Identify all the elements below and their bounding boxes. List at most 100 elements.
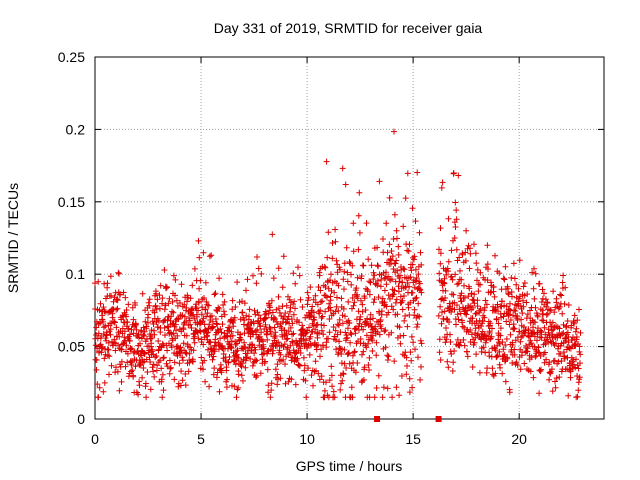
data-point: [115, 342, 122, 349]
data-point: [453, 321, 459, 328]
data-point: [365, 362, 372, 368]
data-point: [378, 308, 385, 315]
data-point: [490, 283, 497, 290]
data-point: [135, 334, 142, 341]
data-point: [114, 305, 121, 312]
data-point: [253, 374, 259, 381]
data-point: [247, 355, 254, 362]
data-point: [198, 311, 205, 318]
data-point: [559, 310, 566, 317]
data-point: [572, 328, 579, 335]
data-point: [513, 294, 520, 301]
data-point: [517, 366, 524, 373]
data-point: [467, 245, 473, 252]
data-point: [283, 302, 290, 309]
data-point: [122, 294, 129, 301]
data-point: [128, 368, 135, 375]
data-point: [319, 298, 326, 305]
x-tick-label: 0: [91, 431, 99, 447]
data-point: [107, 326, 114, 333]
data-point: [244, 322, 251, 329]
data-point: [457, 267, 463, 274]
data-point: [344, 269, 351, 276]
data-point: [188, 306, 195, 313]
data-point: [374, 262, 381, 269]
data-point: [348, 384, 355, 391]
data-point: [125, 325, 132, 332]
data-point: [314, 334, 321, 341]
data-point: [292, 350, 299, 357]
data-point: [378, 325, 385, 332]
data-point: [169, 298, 176, 305]
data-point: [328, 271, 334, 278]
data-point: [497, 332, 504, 339]
data-point: [327, 307, 334, 314]
data-point: [500, 346, 507, 353]
data-point: [101, 379, 108, 386]
data-point: [530, 374, 537, 381]
data-point: [144, 369, 151, 375]
data-point: [549, 366, 555, 373]
data-point: [448, 351, 455, 357]
x-tick-label: 15: [405, 431, 421, 447]
data-point: [93, 357, 100, 363]
data-point: [324, 254, 331, 261]
data-point: [95, 394, 102, 401]
data-point: [366, 367, 372, 373]
data-point: [216, 275, 223, 282]
data-point: [181, 301, 188, 308]
data-point: [332, 238, 339, 245]
data-point: [383, 303, 390, 310]
data-point: [518, 316, 525, 323]
data-point: [321, 387, 328, 394]
data-point: [135, 391, 142, 398]
data-point: [111, 319, 118, 326]
data-point: [520, 283, 527, 290]
data-point: [286, 308, 293, 315]
data-point: [443, 325, 449, 331]
data-point: [179, 377, 186, 384]
data-point: [482, 297, 489, 304]
data-point: [436, 349, 443, 356]
data-point: [160, 387, 167, 394]
data-point: [477, 306, 484, 312]
data-point: [415, 271, 422, 278]
data-point: [390, 306, 397, 313]
data-point: [406, 375, 413, 382]
data-point: [358, 323, 365, 330]
data-point: [535, 349, 542, 356]
data-point: [100, 324, 107, 331]
data-point: [455, 172, 462, 179]
data-point: [413, 275, 420, 281]
data-point: [235, 371, 242, 378]
data-point: [377, 317, 384, 323]
data-point: [435, 312, 442, 319]
data-point: [159, 295, 166, 302]
data-point: [389, 253, 396, 260]
data-point: [439, 179, 446, 186]
data-point: [471, 339, 478, 346]
data-point: [536, 367, 543, 374]
data-point: [286, 296, 293, 303]
data-point: [404, 170, 411, 177]
data-point: [479, 328, 486, 335]
data-point: [488, 333, 495, 340]
data-point: [375, 372, 382, 379]
data-point: [542, 349, 548, 356]
data-point: [132, 321, 139, 328]
data-point: [290, 270, 297, 277]
baseline-marker: [435, 416, 442, 422]
data-point: [300, 326, 307, 332]
data-point: [562, 284, 569, 291]
data-point: [349, 394, 356, 401]
data-point: [180, 340, 187, 347]
data-point: [521, 280, 528, 286]
data-point: [330, 388, 337, 395]
data-point: [226, 354, 233, 360]
data-point: [337, 386, 344, 393]
data-point: [251, 307, 258, 314]
data-point: [288, 316, 295, 322]
data-point: [547, 368, 554, 375]
data-point: [567, 374, 574, 381]
data-point: [251, 350, 258, 357]
